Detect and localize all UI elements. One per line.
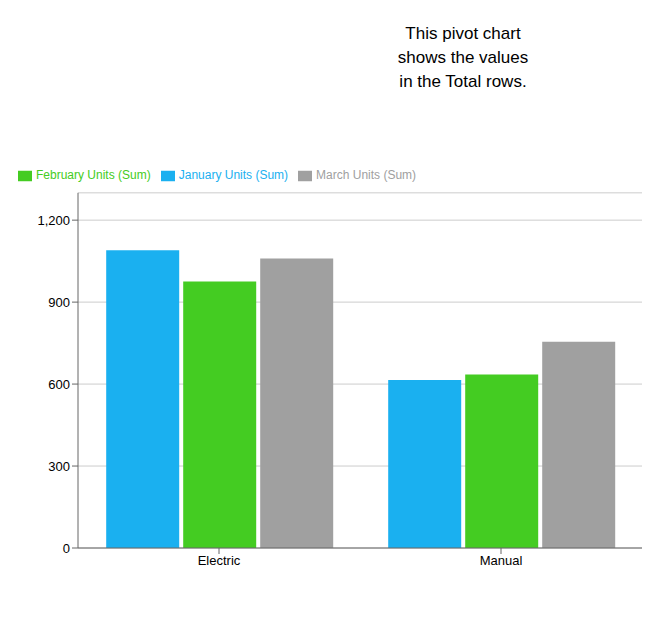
html-text:January Units (Sum): January Units (Sum) [178,168,289,182]
html-text:This pivot chart shows the val: This pivot chart shows the values in the… [397,24,529,91]
svg-text:Electric: Electric [198,553,241,568]
svg-text:300: 300 [48,459,70,474]
svg-text:600: 600 [48,377,70,392]
html-text:March Units (Sum): March Units (Sum) [316,168,417,182]
svg-text:Manual: Manual [480,553,523,568]
svg-text:1,200: 1,200 [37,213,70,228]
svg-text:0: 0 [63,541,70,556]
html-text:February Units (Sum): February Units (Sum) [36,168,151,182]
svg-text:900: 900 [48,295,70,310]
